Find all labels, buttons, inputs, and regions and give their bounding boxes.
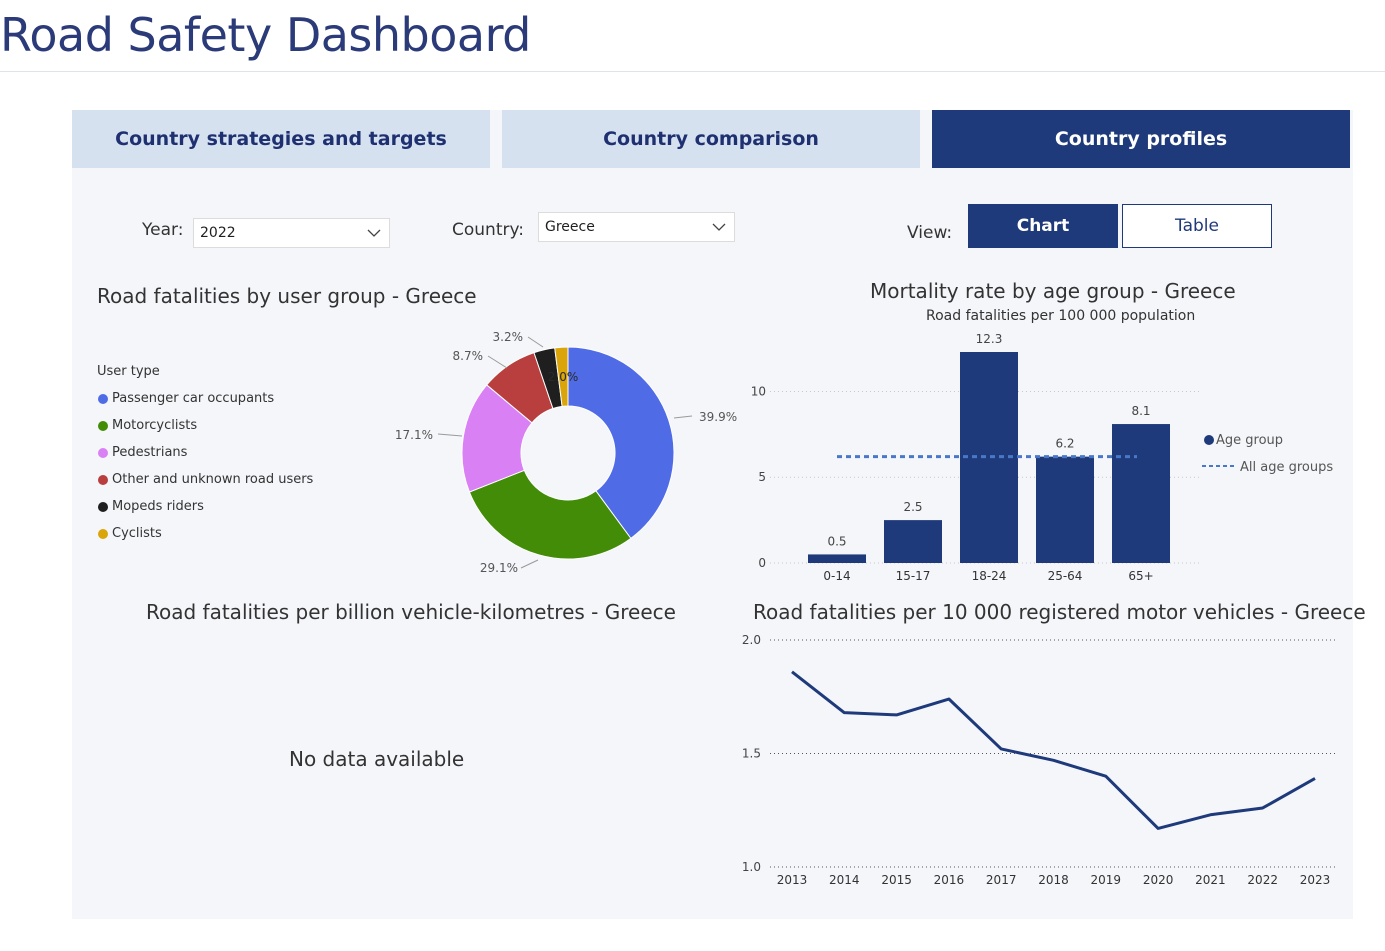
year-dropdown[interactable]: 2022 <box>193 218 390 248</box>
legend-item-other[interactable]: Other and unknown road users <box>97 466 313 493</box>
table-view-button[interactable]: Table <box>1122 204 1272 248</box>
bar <box>808 554 866 563</box>
y-tick-label: 10 <box>751 384 766 398</box>
tab-country-comparison[interactable]: Country comparison <box>502 110 920 168</box>
chevron-down-icon <box>367 229 381 237</box>
user-type-legend: User type Passenger car occupants Motorc… <box>97 364 313 547</box>
legend-item-motorcyclists[interactable]: Motorcyclists <box>97 412 313 439</box>
x-tick-label: 25-64 <box>1048 569 1083 583</box>
vehicles-chart-title: Road fatalities per 10 000 registered mo… <box>753 600 1366 624</box>
mortality-chart-title: Mortality rate by age group - Greece <box>870 279 1236 303</box>
x-tick-label: 2016 <box>934 873 965 887</box>
x-tick-label: 2017 <box>986 873 1017 887</box>
legend-dot <box>98 447 108 458</box>
bar-value-label: 8.1 <box>1131 404 1150 418</box>
legend-label-age-group: Age group <box>1216 433 1283 448</box>
legend-label: Mopeds riders <box>112 499 204 514</box>
legend-item-cyclists[interactable]: Cyclists <box>97 520 313 547</box>
legend-item-passenger[interactable]: Passenger car occupants <box>97 385 313 412</box>
leader-line <box>520 559 539 569</box>
bar-value-label: 6.2 <box>1055 437 1074 451</box>
donut-slice <box>554 346 569 407</box>
legend-label: Other and unknown road users <box>112 472 314 487</box>
bar-value-label: 12.3 <box>976 332 1003 346</box>
x-tick-label: 2019 <box>1091 873 1122 887</box>
user-group-donut-chart: 39.9% 29.1% 17.1% 8.7% 3.2% 2.0% <box>395 330 737 575</box>
country-dropdown[interactable]: Greece <box>538 212 735 242</box>
bar <box>884 520 942 563</box>
x-tick-label: 15-17 <box>896 569 931 583</box>
no-data-message: No data available <box>289 747 465 771</box>
y-tick-label: 1.0 <box>742 860 761 874</box>
x-tick-label: 18-24 <box>972 569 1007 583</box>
page-title: Road Safety Dashboard <box>0 8 531 62</box>
donut-slice <box>468 469 632 560</box>
legend-label-all-age-groups: All age groups <box>1240 460 1333 475</box>
x-tick-label: 2023 <box>1300 873 1331 887</box>
legend-title: User type <box>97 364 160 379</box>
legend-item-mopeds[interactable]: Mopeds riders <box>97 493 313 520</box>
x-tick-label: 2021 <box>1195 873 1226 887</box>
legend-dot <box>98 501 108 512</box>
legend-dot <box>98 420 108 431</box>
year-value: 2022 <box>200 225 236 241</box>
legend-dot <box>98 393 108 404</box>
tab-country-profiles[interactable]: Country profiles <box>932 110 1350 168</box>
donut-slice <box>461 384 533 493</box>
legend-label: Passenger car occupants <box>112 391 275 406</box>
slice-label: 2.0% <box>548 370 579 384</box>
slice-label: 3.2% <box>493 330 524 344</box>
x-tick-label: 2015 <box>881 873 912 887</box>
legend-dot <box>98 528 108 539</box>
user-group-chart-title: Road fatalities by user group - Greece <box>97 284 477 308</box>
country-label: Country: <box>452 220 525 240</box>
x-tick-label: 2013 <box>777 873 808 887</box>
y-tick-label: 1.5 <box>742 747 761 761</box>
country-value: Greece <box>545 219 595 235</box>
series-line <box>791 670 1316 830</box>
x-tick-label: 2022 <box>1247 873 1278 887</box>
y-tick-label: 2.0 <box>742 633 761 647</box>
bar-value-label: 0.5 <box>827 534 846 548</box>
x-tick-label: 65+ <box>1128 569 1153 583</box>
legend-dot <box>98 474 108 485</box>
vkm-chart-title: Road fatalities per billion vehicle-kilo… <box>146 600 676 624</box>
legend-item-pedestrians[interactable]: Pedestrians <box>97 439 313 466</box>
slice-label: 39.9% <box>699 410 737 424</box>
legend-dot <box>1204 435 1214 445</box>
bar <box>1112 424 1170 563</box>
title-divider <box>0 71 1385 72</box>
bar-value-label: 2.5 <box>903 500 922 514</box>
x-tick-label: 0-14 <box>823 569 850 583</box>
leader-line <box>487 355 508 369</box>
legend-label: Cyclists <box>112 526 162 541</box>
view-label: View: <box>907 223 953 243</box>
chart-view-button[interactable]: Chart <box>968 204 1118 248</box>
leader-line <box>527 336 544 348</box>
leader-line <box>673 415 693 419</box>
donut-slice <box>567 346 675 540</box>
x-tick-label: 2018 <box>1038 873 1069 887</box>
y-tick-label: 0 <box>758 556 766 570</box>
slice-label: 29.1% <box>480 561 518 575</box>
mortality-bar-chart: 0 5 10 0.5 0-14 2.5 15-17 12.3 18-24 6.2 25-64 8.1 6… <box>751 332 1334 583</box>
legend-label: Motorcyclists <box>112 418 198 433</box>
tab-country-strategies[interactable]: Country strategies and targets <box>72 110 490 168</box>
slice-label: 8.7% <box>453 349 484 363</box>
mortality-chart-subtitle: Road fatalities per 100 000 population <box>926 308 1196 324</box>
vehicles-line-chart: 1.0 1.5 2.0 2013 2014 2015 2016 2017 2018 2019 202… <box>742 633 1336 887</box>
x-tick-label: 2020 <box>1143 873 1174 887</box>
year-label: Year: <box>142 220 184 240</box>
x-tick-label: 2014 <box>829 873 860 887</box>
slice-label: 17.1% <box>395 428 433 442</box>
y-tick-label: 5 <box>758 470 766 484</box>
legend-label: Pedestrians <box>112 445 188 460</box>
bar <box>1036 456 1094 563</box>
chevron-down-icon <box>712 223 726 231</box>
leader-line <box>437 433 463 437</box>
